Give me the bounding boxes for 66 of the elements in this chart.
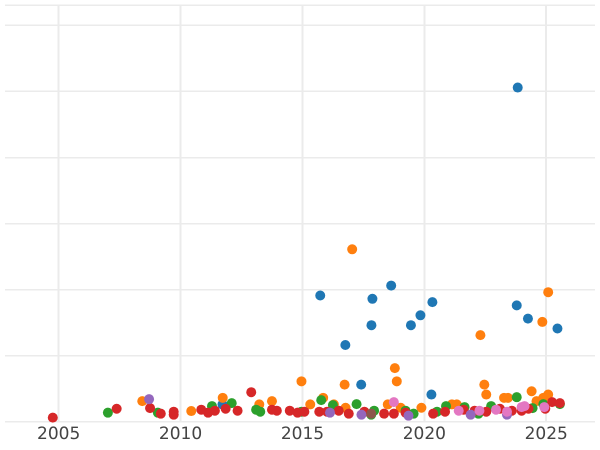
point (340, 380, 350, 390)
point (454, 406, 464, 416)
point (299, 406, 310, 417)
point (48, 412, 58, 423)
point (367, 294, 378, 304)
point (475, 330, 486, 340)
point (520, 401, 530, 412)
point (491, 404, 502, 415)
point (315, 290, 326, 300)
x-tick-label: 2010 (158, 424, 202, 444)
point (334, 406, 344, 416)
point (102, 408, 113, 418)
point (522, 314, 533, 324)
point (415, 310, 426, 320)
point (324, 408, 335, 418)
point (386, 280, 396, 291)
point (296, 376, 306, 386)
point (390, 363, 400, 374)
point (366, 320, 376, 330)
point (392, 376, 402, 386)
point (232, 406, 243, 416)
point (481, 390, 492, 400)
point (543, 287, 554, 298)
point (388, 397, 399, 408)
point (144, 394, 154, 404)
point (427, 297, 438, 308)
point (466, 410, 476, 420)
point (537, 316, 548, 327)
point (340, 340, 350, 350)
x-tick-label: 2020 (402, 424, 446, 444)
point (347, 244, 358, 254)
point (440, 406, 450, 417)
point (112, 404, 122, 414)
point (552, 324, 562, 334)
point (512, 300, 522, 310)
point (186, 406, 196, 416)
point (255, 406, 266, 417)
point (356, 410, 366, 420)
point (220, 404, 231, 414)
point (428, 408, 438, 419)
point (266, 396, 277, 406)
x-tick-label: 2005 (37, 424, 80, 444)
point (426, 390, 436, 400)
x-tick-label: 2025 (524, 424, 568, 444)
point (156, 408, 166, 419)
point (526, 386, 537, 396)
point (379, 408, 390, 419)
point (479, 380, 490, 390)
point (246, 387, 256, 398)
x-tick-label: 2015 (280, 424, 324, 444)
point (474, 406, 484, 416)
point (218, 392, 228, 403)
point (352, 399, 362, 410)
point (210, 406, 220, 416)
point (502, 406, 512, 417)
point (416, 402, 426, 413)
point (316, 395, 326, 406)
point (145, 403, 156, 414)
point (305, 399, 316, 410)
point (403, 410, 414, 421)
point (356, 380, 366, 390)
point (406, 320, 416, 330)
point (512, 82, 523, 93)
point (388, 408, 399, 419)
point (512, 392, 522, 402)
point (344, 408, 354, 419)
